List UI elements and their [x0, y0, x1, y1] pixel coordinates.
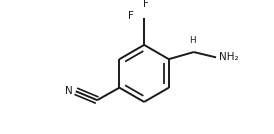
Text: NH₂: NH₂ [219, 52, 238, 62]
Text: N: N [65, 86, 73, 96]
Text: F: F [143, 0, 149, 9]
Text: F: F [128, 11, 133, 21]
Text: H: H [190, 36, 196, 45]
